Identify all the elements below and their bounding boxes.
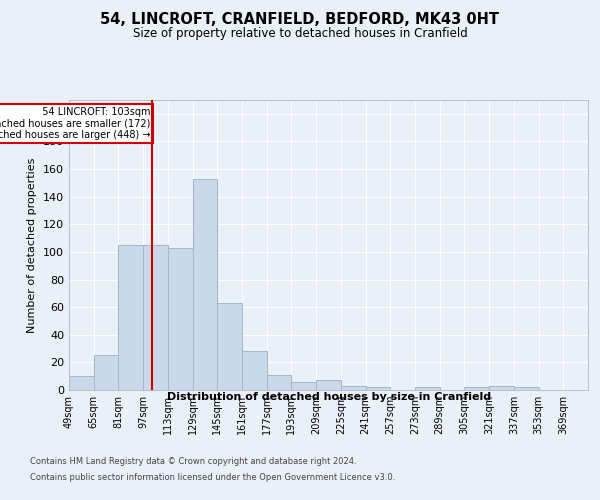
Text: 54, LINCROFT, CRANFIELD, BEDFORD, MK43 0HT: 54, LINCROFT, CRANFIELD, BEDFORD, MK43 0…: [101, 12, 499, 28]
Bar: [193, 178, 217, 390]
Bar: [316, 380, 341, 390]
Bar: [341, 386, 365, 390]
Text: Size of property relative to detached houses in Cranfield: Size of property relative to detached ho…: [133, 28, 467, 40]
Bar: [267, 375, 292, 390]
Y-axis label: Number of detached properties: Number of detached properties: [28, 158, 37, 332]
Text: Contains public sector information licensed under the Open Government Licence v3: Contains public sector information licen…: [30, 472, 395, 482]
Bar: [365, 387, 390, 390]
Bar: [217, 303, 242, 390]
Bar: [242, 352, 267, 390]
Bar: [292, 382, 316, 390]
Bar: [514, 387, 539, 390]
Text: Contains HM Land Registry data © Crown copyright and database right 2024.: Contains HM Land Registry data © Crown c…: [30, 458, 356, 466]
Bar: [94, 356, 118, 390]
Bar: [69, 376, 94, 390]
Text: 54 LINCROFT: 103sqm
← 27% of detached houses are smaller (172)
71% of semi-detac: 54 LINCROFT: 103sqm ← 27% of detached ho…: [0, 107, 151, 140]
Text: Distribution of detached houses by size in Cranfield: Distribution of detached houses by size …: [167, 392, 491, 402]
Bar: [118, 245, 143, 390]
Bar: [464, 387, 489, 390]
Bar: [489, 386, 514, 390]
Bar: [168, 248, 193, 390]
Bar: [143, 245, 168, 390]
Bar: [415, 387, 440, 390]
